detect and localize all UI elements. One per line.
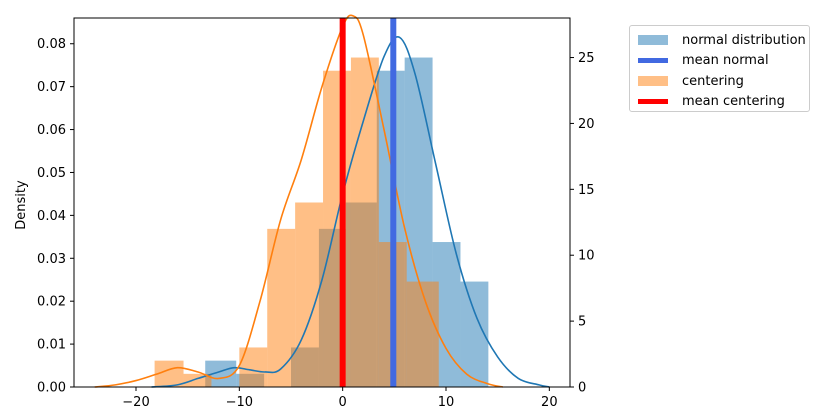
y-tick-label-left: 0.00 [37, 381, 66, 396]
hist-bar-centering [406, 281, 439, 387]
y-tick-label-left: 0.03 [37, 252, 66, 267]
axes: −20 −10 0 10 20 0.00 0.01 0.02 0.03 0.04 0.05 0.06 0… [37, 17, 595, 410]
hist-bar-centering [323, 70, 351, 387]
y-tick-label-left: 0.04 [37, 209, 66, 224]
histogram-bars [154, 57, 489, 388]
y-tick-label-right: 10 [578, 249, 595, 264]
hist-bar-centering [239, 347, 268, 387]
mean-lines [339, 18, 397, 387]
y-tick-label-left: 0.08 [37, 37, 66, 52]
y-tick-label-left: 0.06 [37, 123, 66, 138]
x-tick-label: −10 [226, 395, 253, 410]
plot-frame [73, 17, 571, 388]
y-tick-label-left: 0.02 [37, 295, 66, 310]
legend: normal distribution mean normal centerin… [629, 25, 810, 112]
x-tick-label: 0 [339, 395, 347, 410]
kde-curves [94, 14, 550, 388]
y-tick-label-right: 0 [578, 381, 586, 396]
y-tick-label-right: 20 [578, 117, 595, 132]
x-tick-label: 20 [541, 395, 558, 410]
legend-label: centering [682, 73, 744, 89]
kde-line-normal-distribution [151, 35, 550, 388]
legend-item: mean centering [638, 92, 809, 113]
legend-swatch [638, 58, 668, 64]
hist-bar-centering [295, 202, 324, 387]
legend-swatch [638, 35, 668, 46]
legend-swatch [638, 99, 668, 105]
legend-label: normal distribution [682, 32, 806, 48]
y-tick-label-right: 15 [578, 183, 595, 198]
y-axis-label: Density [14, 180, 29, 230]
x-tick-label: −20 [122, 395, 149, 410]
kde-line-centering [94, 14, 504, 388]
y-tick-label-right: 25 [578, 51, 595, 66]
legend-swatch [638, 76, 668, 87]
legend-item: mean normal [638, 51, 809, 72]
legend-item: centering [638, 71, 809, 92]
legend-label: mean centering [682, 94, 785, 110]
x-tick-label: 10 [438, 395, 455, 410]
y-tick-label-left: 0.05 [37, 166, 66, 181]
legend-item: normal distribution [638, 30, 809, 51]
y-tick-label-left: 0.07 [37, 80, 66, 95]
legend-label: mean normal [682, 53, 769, 69]
y-tick-label-right: 5 [578, 315, 586, 330]
hist-bar-centering [350, 57, 379, 388]
y-tick-label-left: 0.01 [37, 338, 66, 353]
